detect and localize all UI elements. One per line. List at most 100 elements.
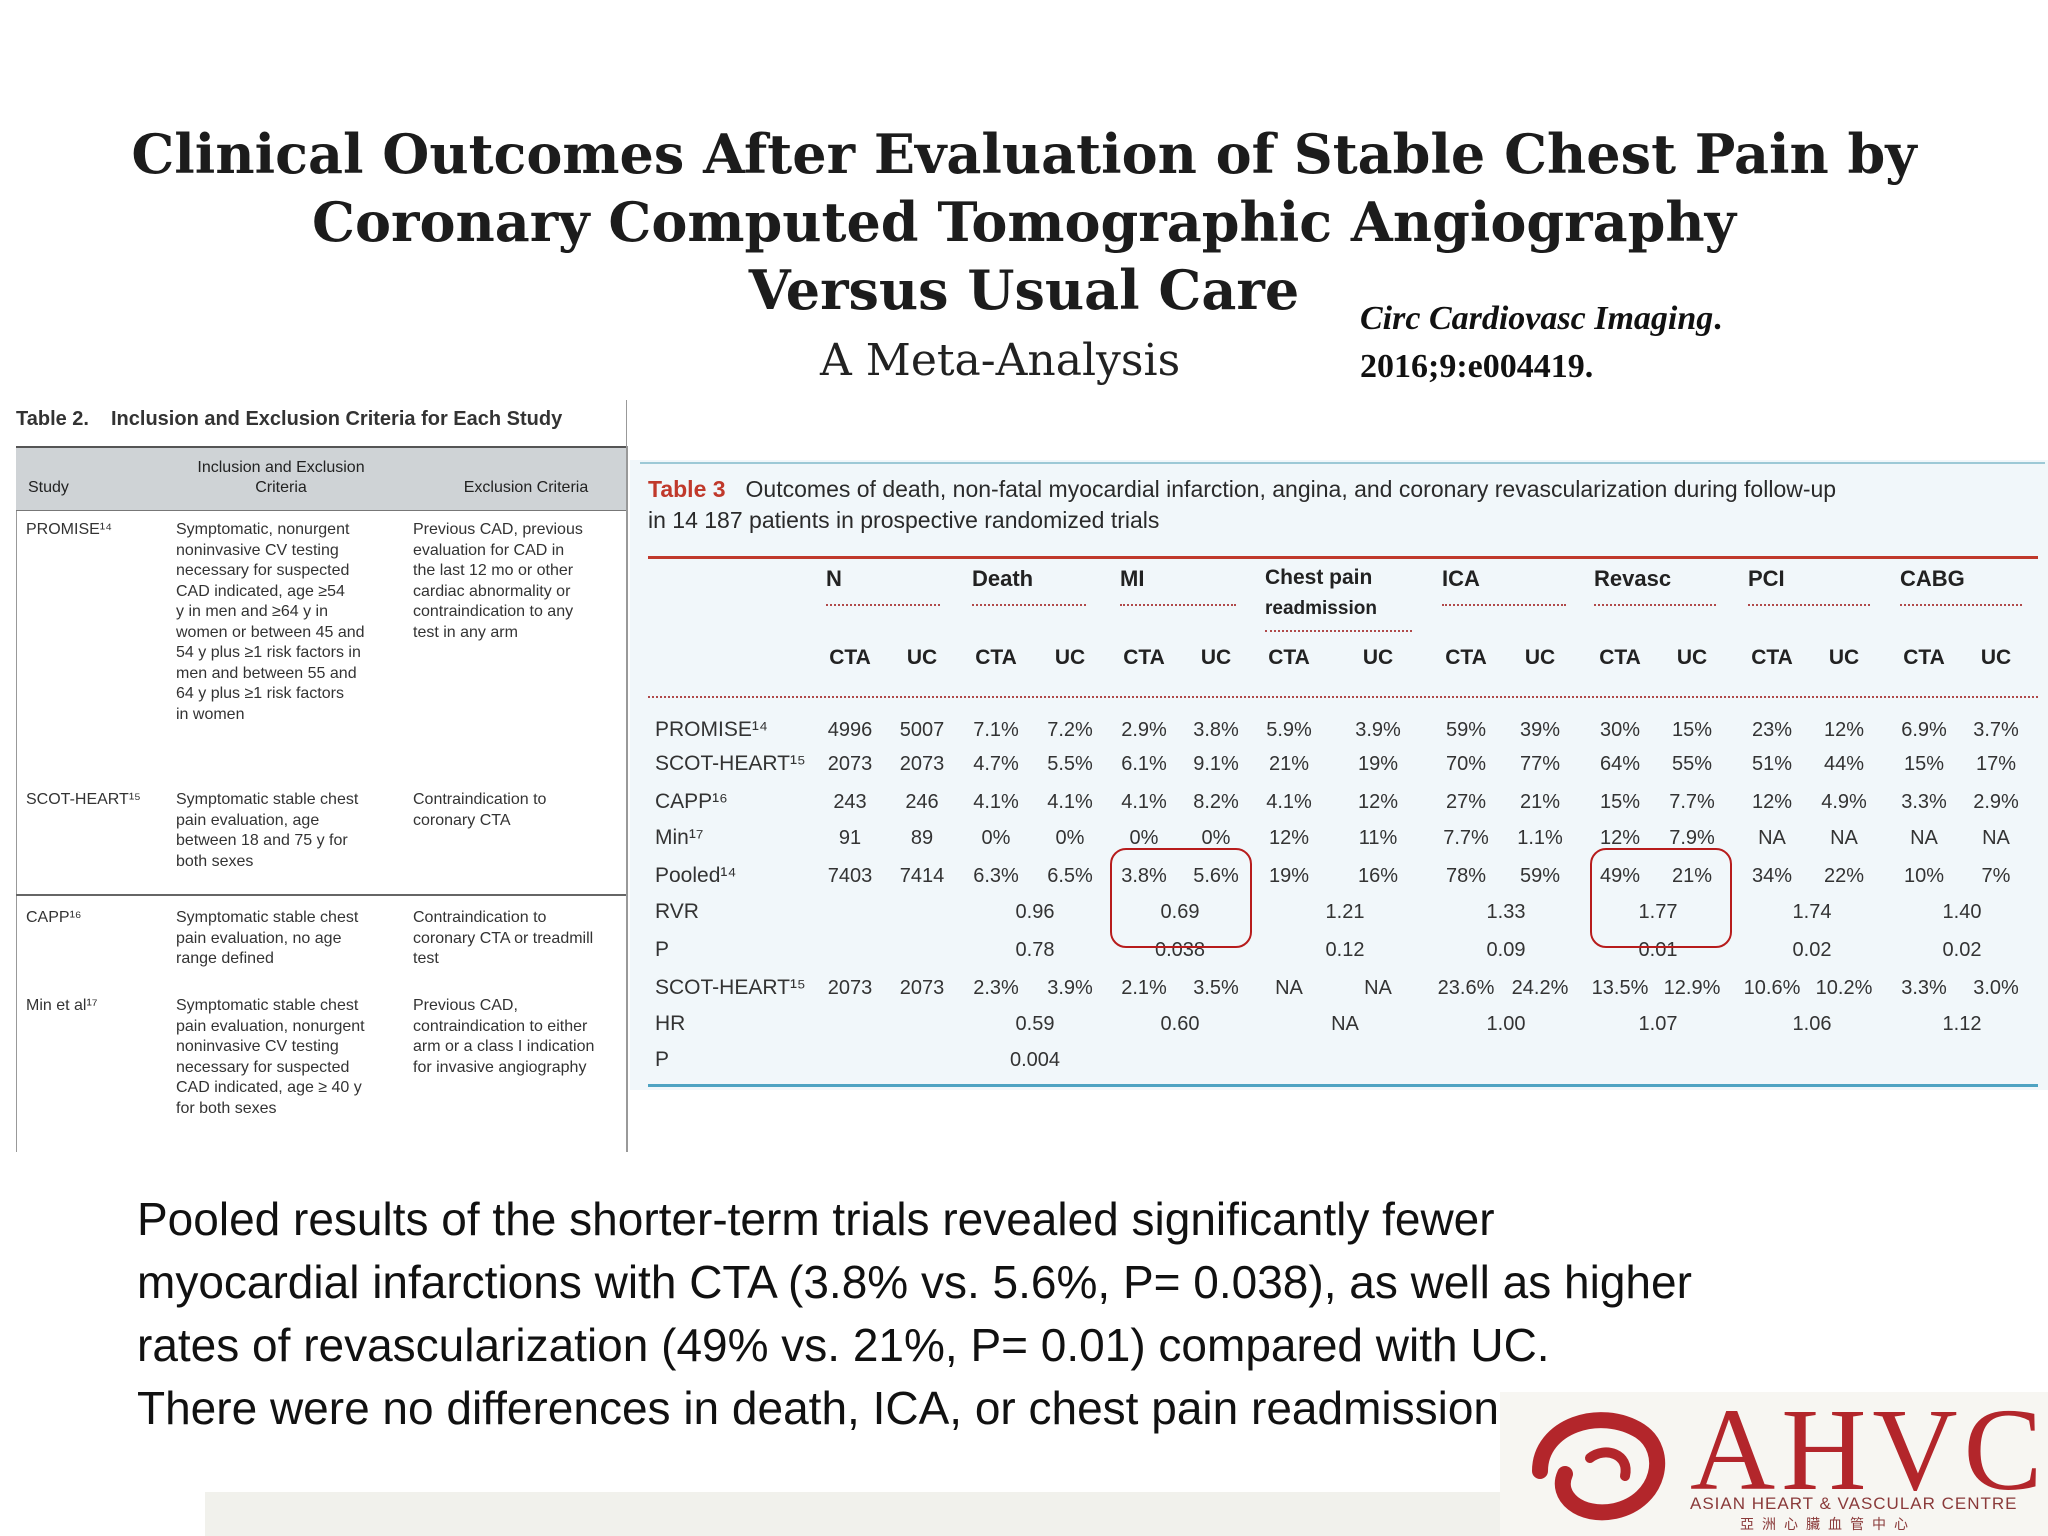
table3-cell: 49% [1599, 865, 1641, 887]
table3-group-dots [1748, 604, 1870, 606]
table3-group-dots [826, 604, 940, 606]
table3-cell: 59% [1519, 865, 1561, 887]
table3-group-header: Revasc [1594, 566, 1672, 591]
table3-merged-cell: 0.02 [1792, 939, 1832, 961]
table3-cell: 19% [1357, 753, 1399, 775]
table3-cell: 30% [1599, 719, 1641, 741]
title-line-3: Versus Usual Care [748, 258, 1300, 322]
table3-row-label: PROMISE¹⁴ [655, 718, 768, 741]
table3-cell: 59% [1445, 719, 1487, 741]
table3-caption: Table 3 Outcomes of death, non-fatal myoc… [648, 474, 2038, 536]
table3-cell: 2.3% [973, 977, 1019, 999]
table3-cell: NA [1364, 977, 1392, 999]
table3-cell: 4.1% [1266, 791, 1312, 813]
table2-exclusion-line: Contraindication to [413, 909, 547, 926]
table3-cell: 27% [1445, 791, 1487, 813]
table3-cell: 9.1% [1193, 753, 1239, 775]
table3-cell: 1.1% [1517, 827, 1563, 849]
table3-cell: NA [1275, 977, 1303, 999]
table3-subheader: UC [1524, 646, 1556, 669]
table3-bottom-rule [648, 1084, 2038, 1087]
table2-inclusion-line: Symptomatic stable chest [176, 791, 359, 808]
table3-cell: 3.0% [1973, 977, 2019, 999]
table3-cell: 12% [1823, 719, 1865, 741]
table2-inclusion-line: between 18 and 75 y for [176, 832, 348, 849]
table3-group-dots [1594, 604, 1716, 606]
table3-cell: 7414 [899, 865, 945, 887]
table2-inclusion-line: men and between 55 and [176, 664, 357, 682]
table3-cell: 4.9% [1821, 791, 1867, 813]
table2-study: SCOT-HEART¹⁵ [26, 791, 141, 808]
table3-cell: 4.7% [973, 753, 1019, 775]
table3-merged-cell: 1.40 [1942, 901, 1982, 923]
table3-subheader: UC [1676, 646, 1708, 669]
table3-cell: 3.5% [1193, 977, 1239, 999]
table3-cell: 0% [1129, 827, 1159, 849]
table2-header-exclusion: Exclusion Criteria [463, 479, 589, 496]
table3-row-label: P [655, 938, 670, 961]
table3-cell: 89 [910, 827, 934, 849]
table3-group-header-chest-1: Chest pain [1265, 566, 1373, 589]
table3-cell: 2073 [899, 753, 945, 775]
table3-row-label: HR [655, 1012, 686, 1035]
table3-cell: 2.9% [1973, 791, 2019, 813]
heart-swirl-icon [1532, 1412, 1666, 1521]
table2-exclusion-line: for invasive angiography [413, 1058, 587, 1076]
table2-inclusion-line: pain evaluation, nonurgent [176, 1017, 365, 1035]
table3-red-rule [648, 556, 2038, 559]
table3-cell: 6.3% [973, 865, 1019, 887]
table2-inclusion-line: Symptomatic stable chest [176, 909, 359, 926]
table3-row-label: P [655, 1048, 670, 1071]
table3-cell: 6.1% [1121, 753, 1167, 775]
table3-group-header: N [826, 566, 842, 591]
table2-exclusion-line: coronary CTA [413, 811, 511, 829]
table3-dotted-rule [648, 696, 2038, 698]
table2-inclusion-line: for both sexes [176, 1099, 277, 1117]
table2-exclusion-line: Previous CAD, [413, 997, 518, 1014]
table3-cell: 8.2% [1193, 791, 1239, 813]
table3-subheader: CTA [1599, 646, 1641, 669]
table3-cell: 3.7% [1973, 719, 2019, 741]
table2-inclusion-line: both sexes [176, 852, 254, 870]
table3-subheader: CTA [829, 646, 871, 669]
table3-cell: 2073 [827, 977, 873, 999]
table2-inclusion-line: Symptomatic stable chest [176, 997, 359, 1014]
table3-cell: 11% [1358, 827, 1398, 849]
table3-merged-cell: 1.00 [1486, 1013, 1526, 1035]
table3-cell: 5.5% [1047, 753, 1093, 775]
table3-group-header: Death [972, 566, 1034, 591]
summary-line-3: rates of revascularization (49% vs. 21%,… [137, 1319, 1550, 1371]
table3-group-header: MI [1120, 566, 1145, 591]
table3-merged-cell: 0.038 [1154, 939, 1206, 961]
table3-merged-cell: NA [1331, 1013, 1359, 1035]
highlight-mi-pooled [1110, 848, 1252, 948]
table2-exclusion-line: contraindication to any [413, 603, 574, 620]
table3-cell: 7% [1981, 865, 2011, 887]
table3-panel [630, 460, 2048, 1090]
table2-inclusion-line: 64 y plus ≥1 risk factors [176, 685, 344, 702]
table3-group-header: ICA [1442, 566, 1480, 591]
table3-group-header: CABG [1900, 566, 1965, 591]
table3-group-dots [1265, 630, 1412, 632]
table3-cell: 7403 [827, 865, 873, 887]
table3-merged-cell: 1.21 [1325, 901, 1365, 923]
table3-cell: 0% [1201, 827, 1231, 849]
table3-row-label: Min¹⁷ [655, 826, 704, 849]
table3-cell: 3.8% [1193, 719, 1239, 741]
table3-group-dots [1120, 604, 1236, 606]
table3-cell: 22% [1823, 865, 1865, 887]
table2-inclusion-line: y in men and ≥64 y in [176, 603, 328, 620]
table3-cell: 3.9% [1047, 977, 1093, 999]
table2-exclusion-line: test in any arm [413, 623, 518, 641]
table2-header-inclusion-2: Criteria [255, 479, 307, 496]
table2-header-study: Study [28, 479, 69, 496]
table3-cell: 5007 [899, 719, 945, 741]
logo-subtitle: ASIAN HEART & VASCULAR CENTRE [1690, 1494, 2018, 1513]
table2-label: Table 2. [16, 408, 89, 430]
table3-cell: 12% [1357, 791, 1399, 813]
table3-cell: NA [1910, 827, 1938, 849]
table3-cell: 5.9% [1266, 719, 1312, 741]
table3-subheader: UC [1828, 646, 1860, 669]
citation-ref: 2016;9:e004419. [1360, 348, 1594, 385]
table3-merged-cell: 1.33 [1486, 901, 1526, 923]
